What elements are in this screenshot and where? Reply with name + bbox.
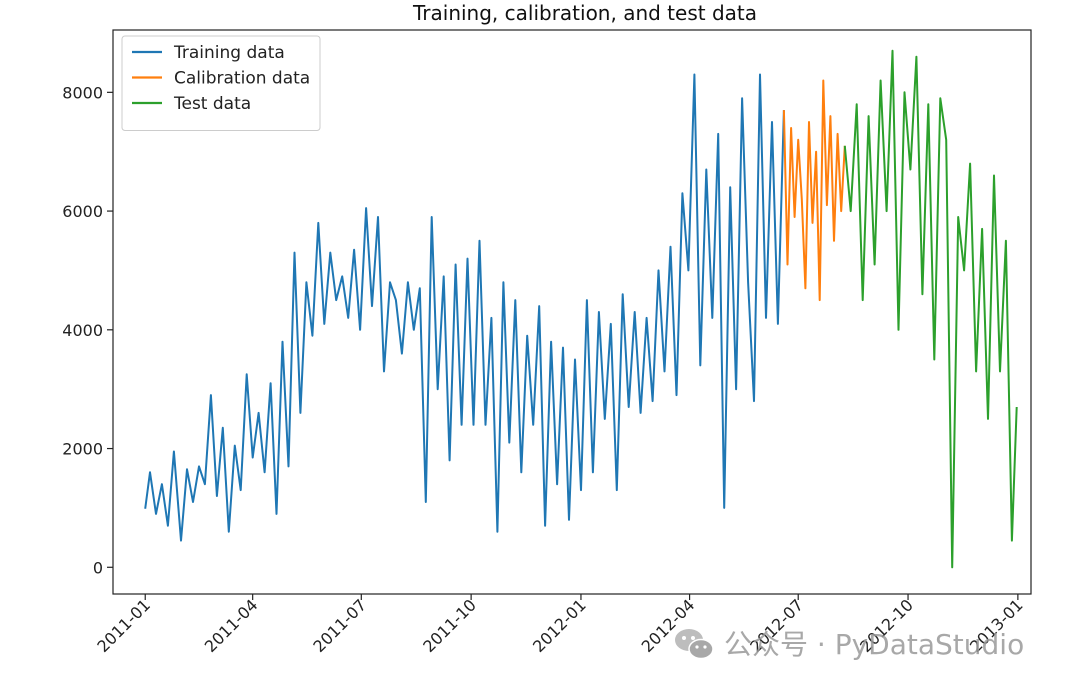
watermark: 公众号 · PyDataStudio: [675, 628, 1024, 661]
series-line-2: [782, 79, 846, 302]
legend-label-1: Training data: [173, 43, 285, 63]
y-axis: 0 2000 4000 6000 8000: [62, 83, 113, 577]
series-line-3: [843, 49, 1018, 569]
legend: Training data Calibration data Test data: [121, 35, 321, 131]
series-layer: [144, 49, 1018, 569]
y-tick-label-1: 0: [93, 558, 103, 577]
y-tick-label-2: 2000: [62, 440, 103, 459]
watermark-text: 公众号 · PyDataStudio: [724, 628, 1024, 661]
legend-box: [121, 35, 321, 131]
y-tick-label-3: 4000: [62, 321, 103, 340]
wechat-icon: [675, 629, 714, 660]
chart-title: Training, calibration, and test data: [412, 1, 757, 25]
series-line-1: [144, 73, 785, 542]
legend-label-2: Calibration data: [174, 69, 310, 89]
y-tick-label-5: 8000: [62, 83, 103, 102]
legend-label-3: Test data: [173, 94, 251, 114]
y-tick-label-4: 6000: [62, 202, 103, 221]
plot-area-frame: [112, 29, 1032, 595]
